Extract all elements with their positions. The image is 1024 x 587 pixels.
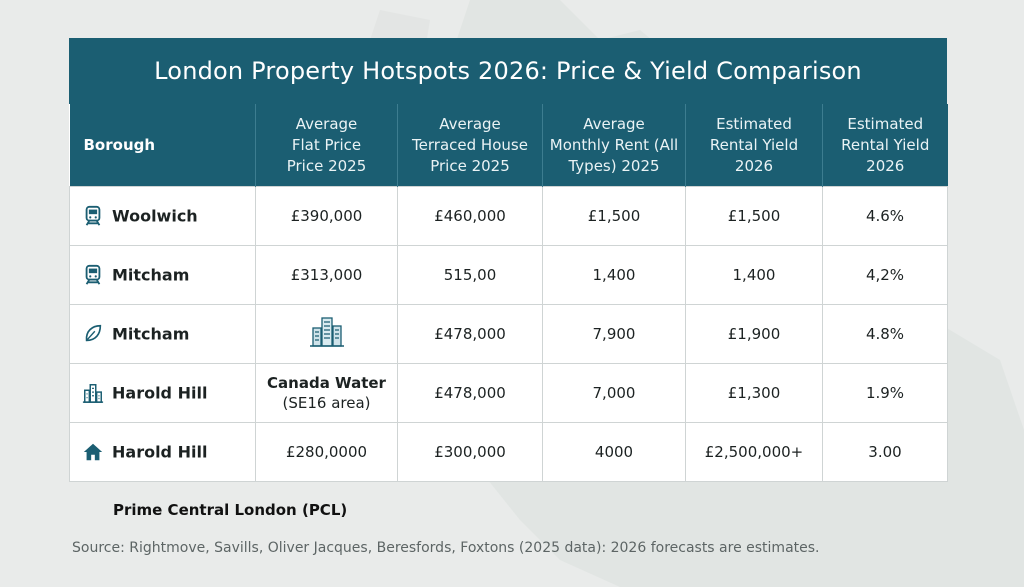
flat-price-cell: £390,000 — [255, 186, 398, 246]
rental-yield-cell: £1,900 — [685, 304, 823, 364]
header-line: Price 2025 — [430, 156, 510, 175]
borough-name: Harold Hill — [112, 442, 208, 462]
table-row: Woolwich £390,000 £460,000 £1,500 £1,500 4.6% — [69, 186, 948, 246]
table-body: Woolwich £390,000 £460,000 £1,500 £1,500 4.6%… — [69, 186, 948, 482]
header-line: Terraced House — [412, 135, 528, 154]
rental-yield-cell: 1,400 — [685, 245, 823, 305]
leaf-icon — [82, 323, 104, 345]
rental-yield-cell: £1,500 — [685, 186, 823, 246]
header-line: Estimated — [847, 114, 924, 133]
header-line: Rental Yield — [841, 135, 930, 154]
column-header-5: Estimated Rental Yield 2026 — [685, 104, 823, 187]
header-line: Average — [583, 114, 645, 133]
monthly-rent-cell: 4000 — [542, 422, 686, 482]
header-line: Rental Yield — [709, 135, 799, 154]
terraced-price-cell: £300,000 — [397, 422, 543, 482]
column-header-3: Average Terraced House Price 2025 — [397, 104, 543, 187]
terraced-price-cell: £460,000 — [397, 186, 543, 246]
borough-cell: Mitcham — [69, 245, 256, 305]
train-icon — [82, 205, 104, 227]
header-line: Flat Price — [291, 135, 362, 154]
house-icon — [82, 441, 104, 463]
rental-yield-pct-cell: 1.9% — [822, 363, 948, 423]
monthly-rent-cell: £1,500 — [542, 186, 686, 246]
flat-price-cell — [255, 304, 398, 364]
monthly-rent-cell: 7,900 — [542, 304, 686, 364]
header-line: Price 2025 — [286, 156, 367, 175]
borough-cell: Harold Hill — [69, 422, 256, 482]
header-row: Borough Average Flat Price Price 2025 Averag… — [69, 104, 948, 187]
footer-label: Prime Central London (PCL) — [113, 501, 348, 519]
header-line: Types) 2025 — [568, 156, 660, 175]
table-title: London Property Hotspots 2026: Price & Y… — [69, 38, 947, 104]
column-header-1: Borough — [69, 104, 256, 187]
comparison-table: Borough Average Flat Price Price 2025 Averag… — [69, 104, 948, 482]
rental-yield-cell: £1,300 — [685, 363, 823, 423]
source-note: Source: Rightmove, Savills, Oliver Jacqu… — [72, 540, 820, 556]
table-row: Harold Hill £280,0000 £300,000 4000 £2,500,0… — [69, 422, 948, 482]
buildings-icon — [82, 382, 104, 404]
borough-cell: Woolwich — [69, 186, 256, 246]
terraced-price-cell: £478,000 — [397, 304, 543, 364]
table-row: Harold Hill Canada Water (SE16 area) £478,0… — [69, 363, 948, 423]
flat-price-cell: Canada Water (SE16 area) — [255, 363, 398, 423]
flat-price-subtext: (SE16 area) — [282, 394, 371, 412]
comparison-table-panel: London Property Hotspots 2026: Price & Y… — [69, 38, 948, 487]
header-line: Average — [439, 114, 501, 133]
borough-name: Mitcham — [112, 324, 190, 344]
rental-yield-pct-cell: 4.6% — [822, 186, 948, 246]
borough-cell: Mitcham — [69, 304, 256, 364]
terraced-price-cell: £478,000 — [397, 363, 543, 423]
rental-yield-pct-cell: 4,2% — [822, 245, 948, 305]
column-header-6: Estimated Rental Yield 2026 — [822, 104, 948, 187]
terraced-price-cell: 515,00 — [397, 245, 543, 305]
rental-yield-pct-cell: 3.00 — [822, 422, 948, 482]
borough-name: Mitcham — [112, 265, 190, 285]
borough-name: Woolwich — [112, 206, 198, 226]
header-line: Borough — [83, 135, 156, 154]
monthly-rent-cell: 7,000 — [542, 363, 686, 423]
borough-cell: Harold Hill — [69, 363, 256, 423]
column-header-4: Average Monthly Rent (All Types) 2025 — [542, 104, 686, 187]
flat-price-text: Canada Water — [267, 374, 386, 392]
rental-yield-cell: £2,500,000+ — [685, 422, 823, 482]
table-row: Mitcham £313,000 515,00 1,400 1,400 4,2% — [69, 245, 948, 305]
header-line: Estimated — [716, 114, 792, 133]
borough-name: Harold Hill — [112, 383, 208, 403]
header-line: Monthly Rent (All — [549, 135, 679, 154]
monthly-rent-cell: 1,400 — [542, 245, 686, 305]
table-row: Mitcham £478,000 7,900 £1,900 4.8% — [69, 304, 948, 364]
buildings-icon — [309, 317, 345, 354]
header-line: Average — [295, 114, 358, 133]
rental-yield-pct-cell: 4.8% — [822, 304, 948, 364]
header-line: 2026 — [866, 156, 905, 175]
column-header-2: Average Flat Price Price 2025 — [255, 104, 398, 187]
train-icon — [82, 264, 104, 286]
flat-price-cell: £280,0000 — [255, 422, 398, 482]
header-line: 2026 — [734, 156, 774, 175]
flat-price-cell: £313,000 — [255, 245, 398, 305]
